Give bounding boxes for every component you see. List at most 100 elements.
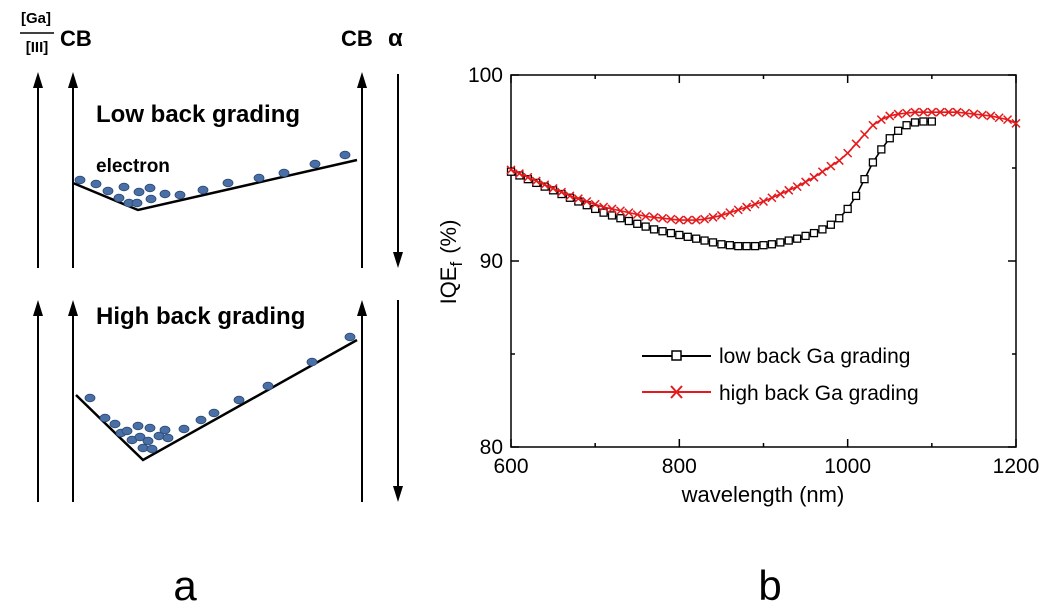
data-point [851,139,861,149]
y-tick-label: 80 [480,436,503,459]
data-point [633,219,642,228]
electron-dot [134,432,146,442]
electron-dot [144,183,156,193]
data-point [683,215,693,225]
data-point [834,156,844,166]
svg-text:IQEf(%): IQEf (%) [436,220,466,305]
x-tick-label: 600 [493,455,528,478]
low-grading-title: Low back grading [96,101,300,128]
data-point [851,191,861,201]
data-point [750,199,760,209]
cb-label-left: CB [60,26,92,51]
data-point [616,214,625,223]
data-point [894,126,903,135]
cb-label-right: CB [341,26,373,51]
data-point [649,212,659,222]
data-point [775,189,785,199]
data-point [927,107,937,117]
data-point [750,241,760,251]
data-point [893,109,903,119]
electron-dot [178,424,190,434]
electron-dot [146,444,158,454]
x-tick-label: 1200 [993,455,1040,478]
electron-dot [222,178,234,188]
data-point [809,228,819,238]
data-point [843,204,852,214]
y-axis-label-unit: (%) [436,220,461,254]
data-point [734,241,743,251]
electron-dot [262,381,274,391]
data-point [675,230,684,240]
series-low-back-ga-grading [506,117,936,251]
electron-dot [132,421,144,431]
data-point [784,236,793,245]
high-grading-title: High back grading [96,303,305,330]
data-point [733,205,743,215]
data-point [641,222,650,231]
data-point [624,208,634,218]
data-point [523,172,533,182]
electron-dot [197,185,209,195]
data-point [565,191,575,201]
panel-a: [Ga] [III] CB CB α [20,10,403,607]
data-point [910,107,920,117]
alpha-axis-arrows [393,74,403,502]
data-point [927,117,936,126]
data-point [641,211,651,221]
data-point [809,172,819,182]
data-point [514,169,524,179]
data-point [708,212,718,222]
electron-dot [339,150,351,160]
data-point [717,240,726,249]
legend-marker-low [671,350,682,361]
data-point [952,107,962,117]
electron-dot [159,425,171,435]
data-point [817,167,827,177]
data-point [573,194,583,204]
electron-dot [137,443,149,453]
series-high-back-ga-grading [506,107,1021,225]
y-axis-label: IQEf (%) [436,220,466,305]
electron-dot [118,182,130,192]
x-axis-label: wavelength (nm) [681,482,845,507]
data-point [784,185,794,195]
data-point [918,107,928,117]
data-point [801,177,811,187]
alpha-label: α [388,25,403,52]
data-point [1003,115,1013,125]
cb-left-arrows [68,72,78,502]
data-point [767,240,777,249]
data-point [860,175,869,184]
data-point [599,208,608,217]
axes: 600 800 1000 1200 80 90 100 [468,64,1039,478]
ga-fraction-numerator: [Ga] [21,10,51,27]
data-point [716,210,726,220]
data-point [599,202,609,212]
electron-dot [142,436,154,446]
data-point [818,225,827,234]
y-axis-label-subscript: f [447,262,466,267]
series-layer [506,107,1021,251]
electron-dot [309,159,321,169]
ga-fraction-denominator: [III] [26,39,49,56]
data-point [885,134,894,143]
data-point [859,129,870,140]
data-point [969,109,979,119]
electron-dot [233,395,245,405]
data-point [649,225,659,234]
panel-b: 600 800 1000 1200 80 90 100 IQEf (%) wavelength… [436,64,1039,607]
data-point [624,216,633,226]
data-point [591,204,600,214]
data-point [1011,118,1021,128]
electron-dot [162,433,174,443]
data-point [590,199,600,209]
electron-dot [99,413,111,423]
cb-right-arrows [357,72,367,502]
electron-dot [113,193,125,203]
data-point [876,115,886,125]
y-tick-label: 90 [480,250,503,273]
data-point [877,145,886,154]
data-point [683,232,692,241]
series-line [510,120,932,247]
